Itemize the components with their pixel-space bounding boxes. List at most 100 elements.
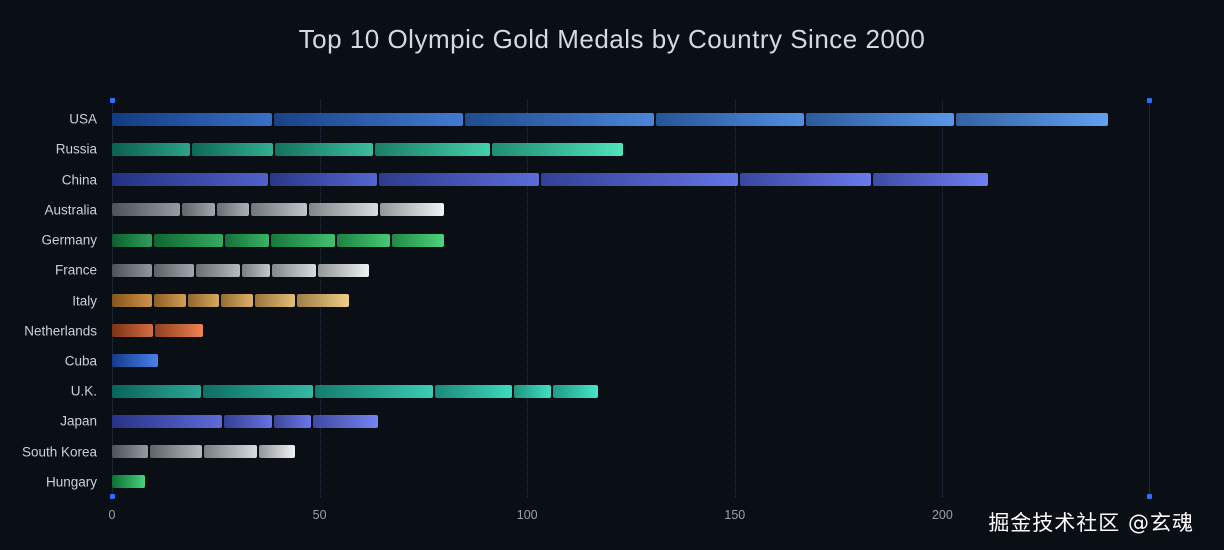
bar-usa[interactable] bbox=[112, 112, 1109, 126]
category-label: U.K. bbox=[70, 383, 97, 399]
plot-right-border bbox=[1149, 100, 1150, 497]
bar-segment[interactable] bbox=[195, 263, 240, 277]
bar-segment[interactable] bbox=[337, 233, 390, 247]
bar-segment[interactable] bbox=[216, 203, 249, 217]
bar-segment[interactable] bbox=[153, 263, 194, 277]
bar-segment[interactable] bbox=[271, 263, 316, 277]
chart-row: Australia bbox=[44, 195, 1150, 225]
category-label: Italy bbox=[72, 293, 97, 309]
bar-segment[interactable] bbox=[223, 414, 273, 428]
bar-segment[interactable] bbox=[269, 173, 377, 187]
bar-segment[interactable] bbox=[150, 445, 203, 459]
bar-segment[interactable] bbox=[378, 173, 539, 187]
bar-segment[interactable] bbox=[112, 354, 158, 368]
bar-segment[interactable] bbox=[275, 142, 374, 156]
category-label: Australia bbox=[44, 202, 97, 218]
bar-segment[interactable] bbox=[191, 142, 274, 156]
chart-row: China bbox=[62, 164, 1150, 194]
bar-australia[interactable] bbox=[112, 203, 445, 217]
bar-cuba[interactable] bbox=[112, 354, 158, 368]
bar-segment[interactable] bbox=[112, 324, 153, 338]
x-tick-label: 200 bbox=[931, 508, 953, 522]
bar-segment[interactable] bbox=[258, 445, 295, 459]
bar-segment[interactable] bbox=[739, 173, 872, 187]
category-label: France bbox=[54, 262, 97, 278]
chart-row: Hungary bbox=[46, 467, 1150, 497]
chart-row: France bbox=[55, 255, 1150, 285]
bar-segment[interactable] bbox=[112, 203, 181, 217]
bar-u-k-[interactable] bbox=[112, 384, 598, 398]
category-label: South Korea bbox=[21, 444, 97, 460]
chart-rows: USA Russia China Australia Germany France Ital… bbox=[22, 104, 1150, 497]
axis-endpoint-marker bbox=[110, 98, 115, 103]
bar-segment[interactable] bbox=[187, 294, 220, 308]
bar-segment[interactable] bbox=[296, 294, 349, 308]
bar-segment[interactable] bbox=[203, 384, 314, 398]
bar-segment[interactable] bbox=[112, 414, 222, 428]
category-label: Hungary bbox=[45, 474, 97, 490]
bar-segment[interactable] bbox=[112, 294, 152, 308]
bar-segment[interactable] bbox=[154, 233, 223, 247]
chart-row: Netherlands bbox=[24, 316, 1150, 346]
bar-segment[interactable] bbox=[221, 294, 254, 308]
bar-segment[interactable] bbox=[255, 294, 295, 308]
bar-segment[interactable] bbox=[540, 173, 738, 187]
bar-segment[interactable] bbox=[112, 112, 273, 126]
bar-segment[interactable] bbox=[656, 112, 805, 126]
chart-row: South Korea bbox=[22, 437, 1150, 467]
bar-hungary[interactable] bbox=[112, 475, 146, 489]
bar-segment[interactable] bbox=[224, 233, 270, 247]
gridline bbox=[942, 100, 944, 497]
axis-endpoint-marker bbox=[1147, 494, 1152, 499]
bar-segment[interactable] bbox=[204, 445, 257, 459]
bar-italy[interactable] bbox=[112, 294, 349, 308]
category-label: Cuba bbox=[64, 353, 97, 369]
bar-segment[interactable] bbox=[315, 384, 434, 398]
chart-row: Germany bbox=[41, 225, 1150, 255]
x-tick-label: 100 bbox=[516, 508, 538, 522]
bar-japan[interactable] bbox=[112, 414, 378, 428]
gridline bbox=[527, 100, 529, 497]
bar-south-korea[interactable] bbox=[112, 445, 295, 459]
bar-russia[interactable] bbox=[112, 142, 623, 156]
bar-france[interactable] bbox=[112, 263, 370, 277]
bar-segment[interactable] bbox=[806, 112, 955, 126]
bar-segment[interactable] bbox=[465, 112, 655, 126]
bar-segment[interactable] bbox=[379, 203, 445, 217]
x-tick-label: 150 bbox=[724, 508, 746, 522]
bar-segment[interactable] bbox=[182, 203, 215, 217]
bar-segment[interactable] bbox=[274, 112, 464, 126]
bar-netherlands[interactable] bbox=[112, 324, 204, 338]
bar-segment[interactable] bbox=[112, 475, 146, 489]
bar-germany[interactable] bbox=[112, 233, 445, 247]
plot-area: USA Russia China Australia Germany France Ital… bbox=[22, 98, 1152, 522]
bar-segment[interactable] bbox=[241, 263, 270, 277]
bar-segment[interactable] bbox=[435, 384, 513, 398]
bar-segment[interactable] bbox=[250, 203, 308, 217]
bar-segment[interactable] bbox=[309, 203, 378, 217]
bar-segment[interactable] bbox=[112, 173, 268, 187]
bar-segment[interactable] bbox=[112, 445, 149, 459]
bar-segment[interactable] bbox=[154, 324, 204, 338]
bar-segment[interactable] bbox=[112, 142, 190, 156]
bar-segment[interactable] bbox=[312, 414, 378, 428]
bar-segment[interactable] bbox=[873, 173, 989, 187]
bar-segment[interactable] bbox=[153, 294, 186, 308]
bar-segment[interactable] bbox=[553, 384, 598, 398]
bar-segment[interactable] bbox=[112, 263, 152, 277]
bar-segment[interactable] bbox=[956, 112, 1109, 126]
bar-china[interactable] bbox=[112, 173, 989, 187]
bar-segment[interactable] bbox=[112, 384, 202, 398]
bar-segment[interactable] bbox=[491, 142, 623, 156]
category-label: Russia bbox=[55, 141, 97, 157]
bar-segment[interactable] bbox=[391, 233, 445, 247]
gridline bbox=[734, 100, 736, 497]
bar-segment[interactable] bbox=[274, 414, 311, 428]
bar-segment[interactable] bbox=[112, 233, 153, 247]
bar-segment[interactable] bbox=[317, 263, 370, 277]
bar-segment[interactable] bbox=[375, 142, 490, 156]
bar-segment[interactable] bbox=[271, 233, 336, 247]
category-label: Japan bbox=[60, 413, 97, 429]
bar-segment[interactable] bbox=[514, 384, 552, 398]
